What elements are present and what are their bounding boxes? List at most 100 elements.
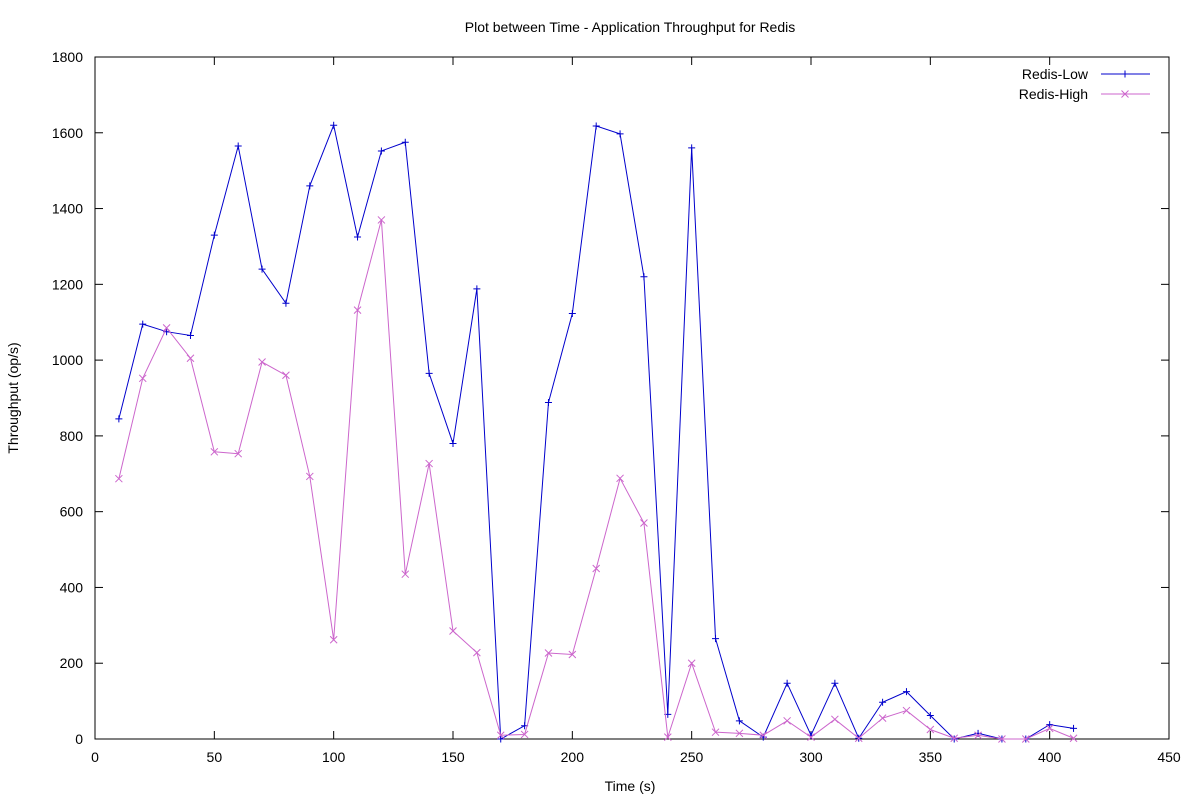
data-point-redis-low (1046, 721, 1054, 729)
x-tick-label: 400 (1038, 749, 1062, 765)
data-point-redis-high (592, 564, 601, 573)
data-point-redis-high (831, 715, 839, 724)
data-point-redis-low (616, 130, 624, 138)
data-point-redis-high (735, 729, 744, 738)
data-point-redis-low (449, 439, 457, 447)
data-point-redis-low (712, 635, 720, 643)
data-point-redis-low (592, 122, 600, 130)
y-tick-label: 600 (60, 504, 84, 520)
y-axis: 0 200 400 600 800 1000 1200 1400 1600 1800 (52, 49, 1169, 747)
data-point-redis-high (783, 716, 791, 725)
data-point-redis-low (640, 273, 648, 281)
x-tick-label: 100 (322, 749, 346, 765)
y-tick-label: 200 (60, 655, 84, 671)
legend-label-redis-high: Redis-High (1019, 86, 1088, 102)
y-tick-label: 1200 (52, 276, 83, 292)
data-point-redis-high (974, 731, 982, 740)
data-point-redis-high (1069, 734, 1078, 743)
data-point-redis-high (568, 650, 577, 659)
data-point-redis-high (1021, 735, 1030, 743)
data-point-redis-low (401, 138, 409, 146)
data-point-redis-high (353, 306, 362, 314)
data-point-redis-low (568, 310, 576, 318)
data-point-redis-high (162, 324, 171, 332)
data-point-redis-high (926, 725, 935, 734)
x-tick-label: 0 (91, 749, 99, 765)
data-point-redis-high (186, 354, 195, 363)
data-point-redis-high (234, 449, 243, 458)
series-redis-low (115, 121, 1078, 743)
data-point-redis-high (401, 570, 410, 579)
y-tick-label: 400 (60, 579, 84, 595)
y-axis-label: Throughput (op/s) (5, 342, 21, 453)
y-tick-label: 1400 (52, 201, 83, 217)
y-tick-label: 1800 (52, 49, 83, 65)
data-point-redis-high (902, 706, 911, 715)
data-point-redis-low (544, 399, 552, 407)
data-point-redis-low (473, 285, 481, 293)
chart-title: Plot between Time - Application Throughp… (465, 19, 795, 35)
data-point-redis-low (688, 144, 696, 152)
series-layer (115, 121, 1078, 743)
data-point-redis-high (1045, 724, 1054, 733)
data-point-redis-high (950, 734, 959, 743)
data-point-redis-low (210, 231, 218, 239)
data-point-redis-low (950, 735, 958, 743)
data-point-redis-low (879, 698, 887, 706)
x-axis: 0 50 100 150 200 250 300 350 400 450 (91, 57, 1181, 765)
data-point-redis-low (902, 688, 910, 696)
x-tick-label: 150 (441, 749, 465, 765)
series-redis-high (115, 216, 1078, 743)
data-point-redis-high (258, 358, 266, 366)
data-point-redis-low (735, 717, 743, 725)
data-point-redis-low (115, 415, 123, 423)
x-axis-label: Time (s) (605, 778, 656, 794)
series-line-redis-low (118, 123, 1074, 740)
data-point-redis-high (711, 728, 720, 737)
plot-area (94, 56, 1170, 740)
data-point-redis-high (329, 635, 338, 644)
legend-marker-redis-low (1121, 70, 1129, 78)
x-tick-label: 350 (919, 749, 943, 765)
data-point-redis-low (354, 233, 362, 241)
data-point-redis-high (473, 648, 481, 657)
data-point-redis-high (998, 735, 1006, 743)
series-line-redis-high (118, 219, 1074, 740)
data-point-redis-low (306, 182, 314, 190)
data-point-redis-high (115, 474, 123, 483)
data-point-redis-low (139, 320, 147, 328)
data-point-redis-high (807, 733, 815, 741)
data-point-redis-low (926, 712, 934, 720)
data-point-redis-high (616, 474, 624, 483)
legend-label-redis-low: Redis-Low (1022, 66, 1089, 82)
legend-marker-redis-high (1121, 90, 1129, 98)
data-point-redis-low (425, 369, 433, 377)
data-point-redis-high (854, 734, 863, 743)
data-point-redis-high (544, 649, 553, 657)
data-point-redis-high (687, 659, 696, 668)
data-point-redis-high (305, 472, 314, 481)
data-point-redis-low (234, 142, 242, 150)
data-point-redis-high (878, 714, 887, 723)
data-point-redis-high (210, 447, 219, 456)
data-point-redis-high (282, 371, 290, 380)
data-point-redis-high (520, 730, 529, 739)
data-point-redis-high (377, 216, 386, 224)
data-point-redis-high (640, 519, 648, 527)
data-point-redis-low (186, 331, 194, 339)
x-tick-label: 450 (1157, 749, 1181, 765)
data-point-redis-high (663, 733, 672, 741)
data-point-redis-high (425, 459, 433, 468)
data-point-redis-low (377, 147, 385, 155)
data-point-redis-low (330, 121, 338, 129)
x-tick-label: 200 (561, 749, 585, 765)
data-point-redis-high (449, 627, 457, 635)
data-point-redis-low (831, 679, 839, 687)
data-point-redis-low (258, 265, 266, 273)
y-tick-label: 1000 (52, 352, 83, 368)
x-tick-label: 50 (207, 749, 223, 765)
data-point-redis-high (759, 731, 768, 740)
data-point-redis-low (497, 735, 505, 743)
x-tick-label: 250 (680, 749, 704, 765)
